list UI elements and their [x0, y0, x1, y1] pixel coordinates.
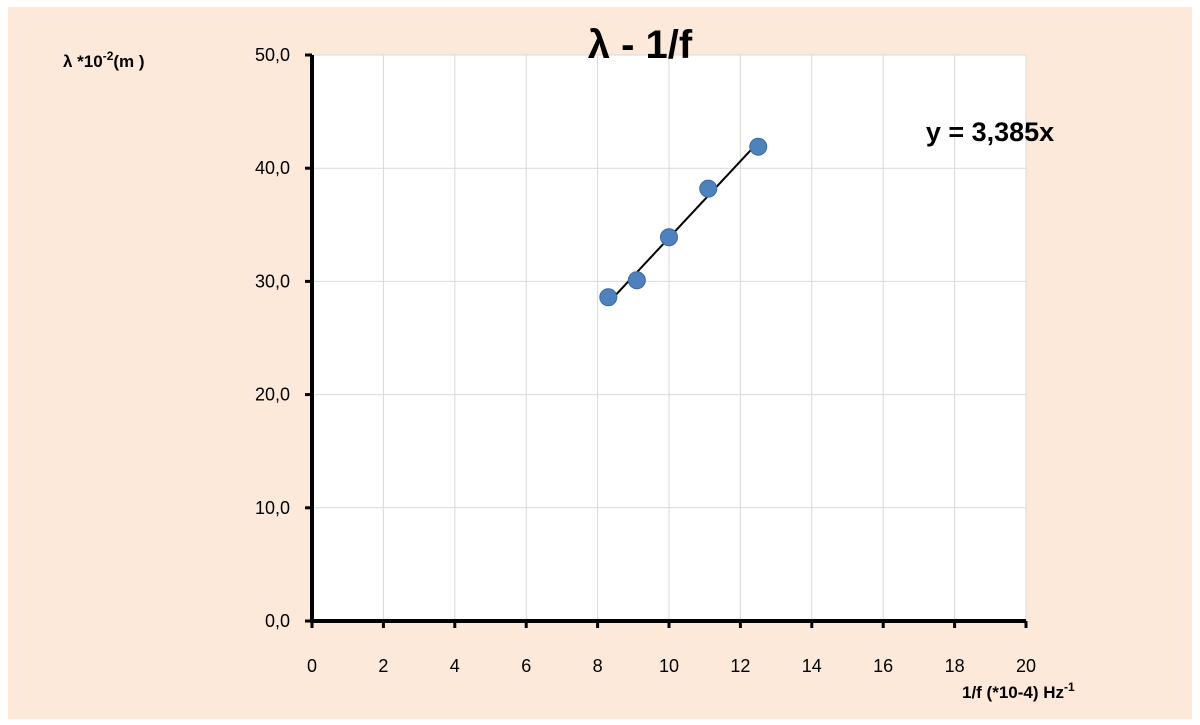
- chart-title: λ - 1/f: [588, 23, 693, 67]
- gridlines: [312, 54, 1027, 621]
- y-tick-label: 20,0: [255, 385, 290, 405]
- axes: [305, 53, 1028, 628]
- trendline-equation: y = 3,385x: [926, 117, 1054, 147]
- y-axis-label-main: λ *10: [63, 52, 103, 71]
- x-axis-label: 1/f (*10-4) Hz-1: [962, 680, 1075, 702]
- x-axis-label-main: 1/f (*10-4) Hz: [962, 683, 1064, 702]
- y-tick-labels: 0,0 10,0 20,0 30,0 40,0 50,0: [255, 45, 290, 631]
- y-tick-label: 0,0: [265, 611, 290, 631]
- data-point: [749, 137, 768, 156]
- y-tick-label: 30,0: [255, 271, 290, 291]
- y-axis-label-unit: (m ): [113, 52, 144, 71]
- x-axis-label-exponent: -1: [1064, 680, 1075, 694]
- x-tick-label: 0: [307, 656, 317, 676]
- data-points: [599, 137, 768, 307]
- x-tick-label: 12: [730, 656, 750, 676]
- y-tick-label: 50,0: [255, 45, 290, 65]
- data-point: [627, 271, 646, 290]
- x-tick-label: 14: [802, 656, 822, 676]
- x-tick-label: 8: [593, 656, 603, 676]
- x-tick-label: 2: [378, 656, 388, 676]
- data-point: [599, 288, 618, 307]
- x-tick-label: 18: [945, 656, 965, 676]
- data-point: [699, 179, 718, 198]
- y-axis-label: λ *10-2(m ): [63, 49, 145, 71]
- x-tick-label: 16: [873, 656, 893, 676]
- data-point: [660, 228, 678, 247]
- y-axis-label-exponent: -2: [103, 49, 114, 63]
- x-tick-label: 6: [521, 656, 531, 676]
- x-tick-labels: 0 2 4 6 8 10 12 14 16 18 20: [307, 656, 1036, 676]
- x-tick-label: 10: [659, 656, 679, 676]
- y-tick-label: 10,0: [255, 498, 290, 518]
- x-tick-label: 4: [450, 656, 460, 676]
- y-tick-label: 40,0: [255, 158, 290, 178]
- x-tick-label: 20: [1016, 656, 1036, 676]
